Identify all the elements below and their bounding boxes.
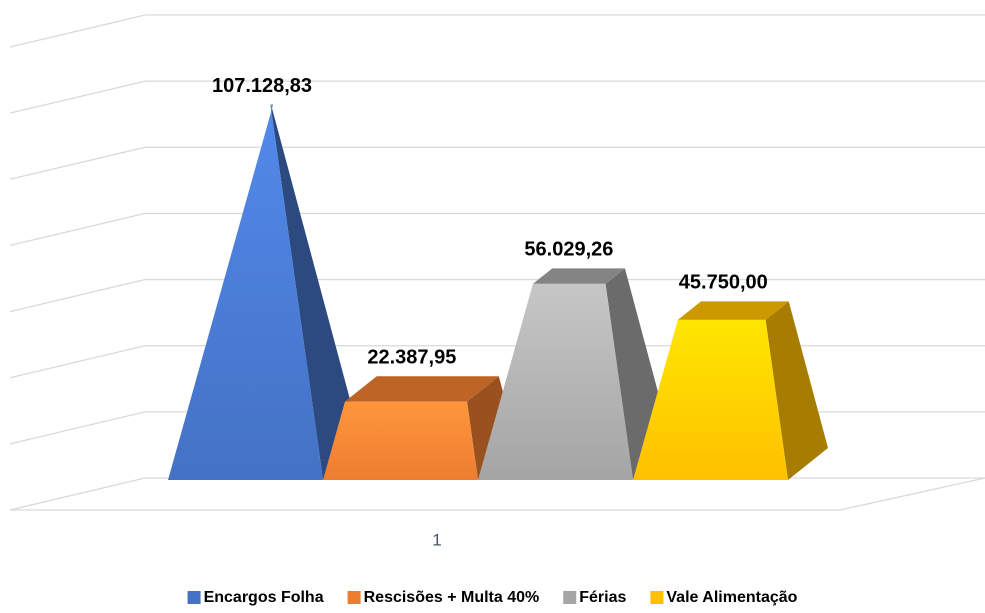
legend-swatch xyxy=(188,591,201,604)
legend-label: Rescisões + Multa 40% xyxy=(364,589,540,606)
legend-swatch xyxy=(563,591,576,604)
legend-label: Encargos Folha xyxy=(204,589,324,606)
legend-label: Vale Alimentação xyxy=(666,589,797,606)
grid-side xyxy=(10,478,145,510)
legend-item: Vale Alimentação xyxy=(650,589,797,606)
grid-line xyxy=(10,147,985,179)
grid-side xyxy=(10,81,145,113)
data-label: 22.387,95 xyxy=(367,347,456,369)
floor-side xyxy=(840,478,985,510)
data-label: 45.750,00 xyxy=(679,272,768,294)
legend-swatch xyxy=(348,591,361,604)
grid-line xyxy=(10,280,985,312)
data-label: 56.029,26 xyxy=(524,239,613,261)
legend-item: Rescisões + Multa 40% xyxy=(348,589,540,606)
grid-line xyxy=(10,15,985,47)
grid-side xyxy=(10,147,145,179)
grid-side xyxy=(10,412,145,444)
grid-side xyxy=(10,15,145,47)
legend-label: Férias xyxy=(579,589,626,606)
bar-front xyxy=(323,402,478,480)
x-tick-label: 1 xyxy=(432,530,441,549)
bar-front xyxy=(633,320,788,480)
legend: Encargos Folha Rescisões + Multa 40% Féria… xyxy=(188,589,798,606)
legend-item: Encargos Folha xyxy=(188,589,324,606)
grid-line xyxy=(10,478,985,510)
bar xyxy=(168,105,363,480)
legend-item: Férias xyxy=(563,589,626,606)
grid-side xyxy=(10,346,145,378)
grid-line xyxy=(10,346,985,378)
grid-line xyxy=(10,213,985,245)
grid-side xyxy=(10,213,145,245)
bar xyxy=(633,301,828,480)
data-label: 107.128,83 xyxy=(212,75,312,97)
legend-swatch xyxy=(650,591,663,604)
grid-line xyxy=(10,81,985,113)
grid-side xyxy=(10,280,145,312)
